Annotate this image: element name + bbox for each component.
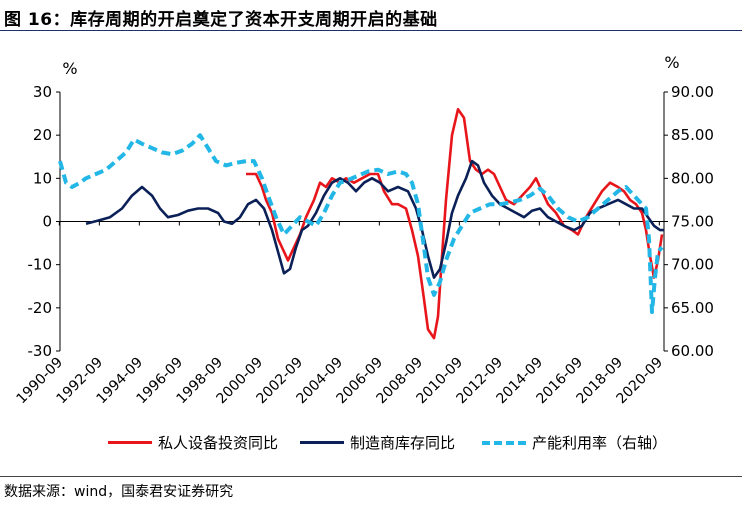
right-tick-label: 80.00 [671,169,714,187]
left-tick-label: 30 [33,83,52,101]
chart: %% 30 20 10 0 -10 -20 -30 90.00 85.00 80.00 75.00… [13,53,714,407]
left-tick-label: -10 [28,256,53,274]
right-tick-label: 70.00 [671,256,714,274]
right-tick-label: 65.00 [671,299,714,317]
left-tick-label: 10 [33,169,52,187]
legend: 私人设备投资同比 制造商库存同比 产能利用率（右轴） [0,432,742,456]
figure-title: 图 16：库存周期的开启奠定了资本开支周期开启的基础 [4,10,438,30]
legend-swatch-navy [300,441,344,444]
right-tick-label: 60.00 [671,342,714,360]
legend-swatch-cyan-dashed [482,440,526,445]
legend-label: 产能利用率（右轴） [532,434,668,452]
series-line-equipment-investment [246,108,664,340]
legend-label: 制造商库存同比 [350,434,456,452]
right-tick-label: 75.00 [671,213,714,231]
right-tick-label: 90.00 [671,83,714,101]
legend-swatch-red [108,441,152,444]
legend-item-manufacturer-inventory: 制造商库存同比 [300,432,455,453]
left-tick-label: 0 [42,213,52,231]
left-tick-label: -30 [28,342,53,360]
left-tick-label: -20 [28,299,53,317]
source-note: 数据来源：wind，国泰君安证券研究 [4,484,234,500]
legend-item-capacity-utilization: 产能利用率（右轴） [482,432,667,453]
right-axis-unit: % [664,53,679,72]
footer-divider [0,476,742,477]
legend-item-equipment-investment: 私人设备投资同比 [108,432,278,453]
left-tick-label: 20 [33,126,52,144]
series-line-manufacturer-inventory [85,159,664,279]
right-tick-label: 85.00 [671,126,714,144]
left-axis-unit: % [62,59,77,78]
title-bar: 图 16：库存周期的开启奠定了资本开支周期开启的基础 [0,0,742,31]
series-line-capacity-utilization [58,133,664,315]
legend-label: 私人设备投资同比 [158,434,279,452]
